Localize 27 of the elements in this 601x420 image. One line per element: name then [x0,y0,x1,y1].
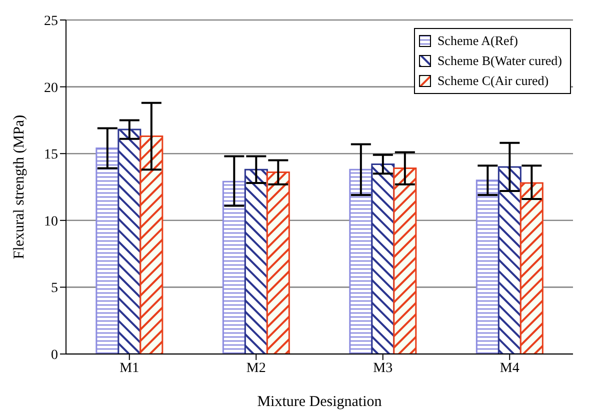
bar [266,172,290,354]
bar [222,180,246,354]
bar [244,168,268,354]
y-tick-label: 25 [44,14,58,29]
y-tick-label: 20 [44,80,58,96]
legend-label: Scheme A(Ref) [437,33,518,49]
y-tick-label: 5 [51,281,58,296]
bar [520,182,544,354]
y-axis-title: Flexural strength (MPa) [11,114,28,260]
x-tick-label: M2 [246,360,266,376]
y-tick-label: 15 [44,148,58,163]
bar [371,164,395,354]
bar [118,128,142,354]
y-tick-label: 10 [44,214,58,230]
x-axis-title: Mixture Designation [257,394,382,410]
x-tick-label: M1 [120,360,140,376]
bar [393,168,417,354]
x-tick-label: M3 [373,360,393,376]
legend-label: Scheme C(Air cured) [437,73,549,89]
y-tick-label: 0 [51,348,58,363]
bar [140,135,164,354]
x-tick-label: M4 [500,360,520,376]
bar [498,166,522,354]
bar [349,168,373,354]
bar [476,180,500,354]
bar [96,148,120,354]
legend-label: Scheme B(Water cured) [437,53,562,69]
